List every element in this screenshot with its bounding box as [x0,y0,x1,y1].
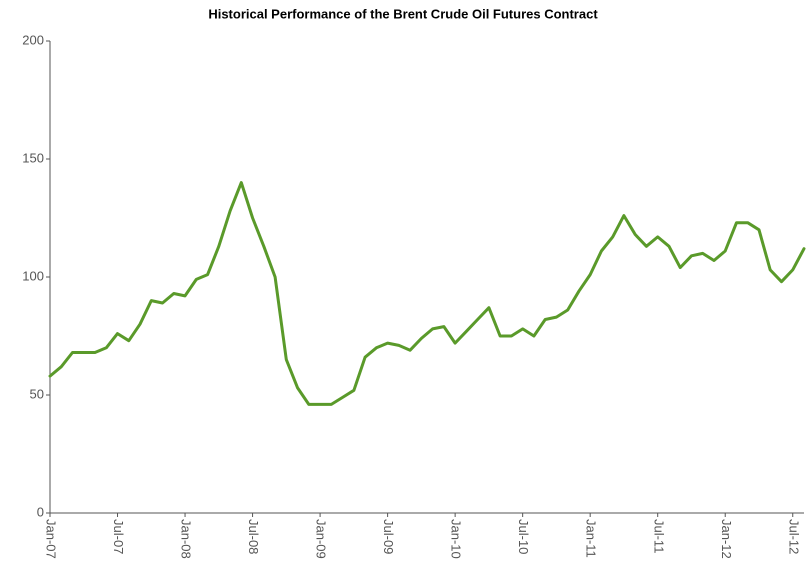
line [48,181,806,406]
y-tick-label: 50 [30,386,44,401]
x-tick-label: Jul-11 [651,519,666,553]
y-tick-label: 0 [37,504,44,519]
y-tick-label: 200 [22,32,44,47]
x-tick-label: Jan-09 [314,519,329,559]
x-tick-label: Jan-10 [449,519,464,559]
x-tick-label: Jan-07 [44,519,59,559]
x-tick-label: Jul-12 [786,519,801,554]
x-tick-label: Jul-10 [516,519,531,554]
x-tick-label: Jan-08 [179,519,194,559]
chart-title: Historical Performance of the Brent Crud… [208,6,598,21]
x-tick-label: Jul-09 [381,519,396,554]
y-tick-label: 100 [22,268,44,283]
y-tick-label: 150 [22,150,44,165]
x-tick-label: Jul-08 [246,519,261,554]
x-tick-label: Jan-11 [584,519,599,558]
x-tick-label: Jul-07 [111,519,126,554]
x-tick-label: Jan-12 [719,519,734,559]
